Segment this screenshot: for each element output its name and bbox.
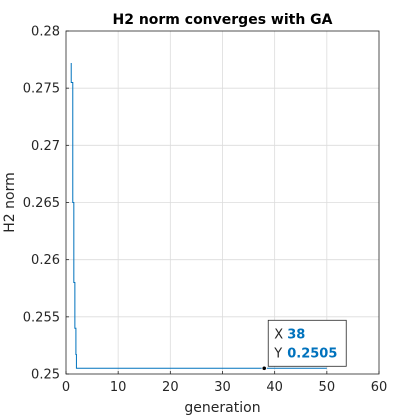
datatip-y-key: Y [273, 346, 282, 361]
y-tick-label: 0.255 [23, 310, 60, 325]
datatip-y-value: 0.2505 [287, 346, 337, 361]
x-axis-label: generation [184, 400, 260, 416]
series-layer [70, 63, 327, 369]
x-tick-label: 60 [371, 380, 388, 395]
datatip-marker [261, 365, 267, 371]
grid [66, 31, 379, 374]
y-tick-label: 0.27 [31, 139, 60, 154]
y-tick-label: 0.275 [23, 82, 60, 97]
datatip[interactable]: X 38 Y 0.2505 [261, 319, 347, 371]
series-line [70, 63, 327, 369]
chart-title: H2 norm converges with GA [112, 12, 332, 28]
x-tick-label: 50 [319, 380, 336, 395]
y-tick-label: 0.25 [31, 368, 60, 383]
y-ticks: 0.25 0.255 0.26 0.265 0.27 0.275 0.28 [23, 25, 69, 383]
y-axis-label: H2 norm [2, 172, 18, 232]
y-tick-label: 0.265 [23, 196, 60, 211]
y-tick-label: 0.28 [31, 25, 60, 40]
x-tick-label: 0 [62, 380, 70, 395]
datatip-x-value: 38 [287, 327, 305, 342]
datatip-box [267, 319, 347, 367]
x-tick-label: 40 [266, 380, 283, 395]
x-tick-label: 10 [110, 380, 127, 395]
x-tick-label: 30 [214, 380, 231, 395]
x-tick-label: 20 [162, 380, 179, 395]
y-tick-label: 0.26 [31, 253, 60, 268]
datatip-x-key: X [274, 327, 283, 342]
x-ticks: 0 10 20 30 40 50 60 [62, 371, 387, 395]
